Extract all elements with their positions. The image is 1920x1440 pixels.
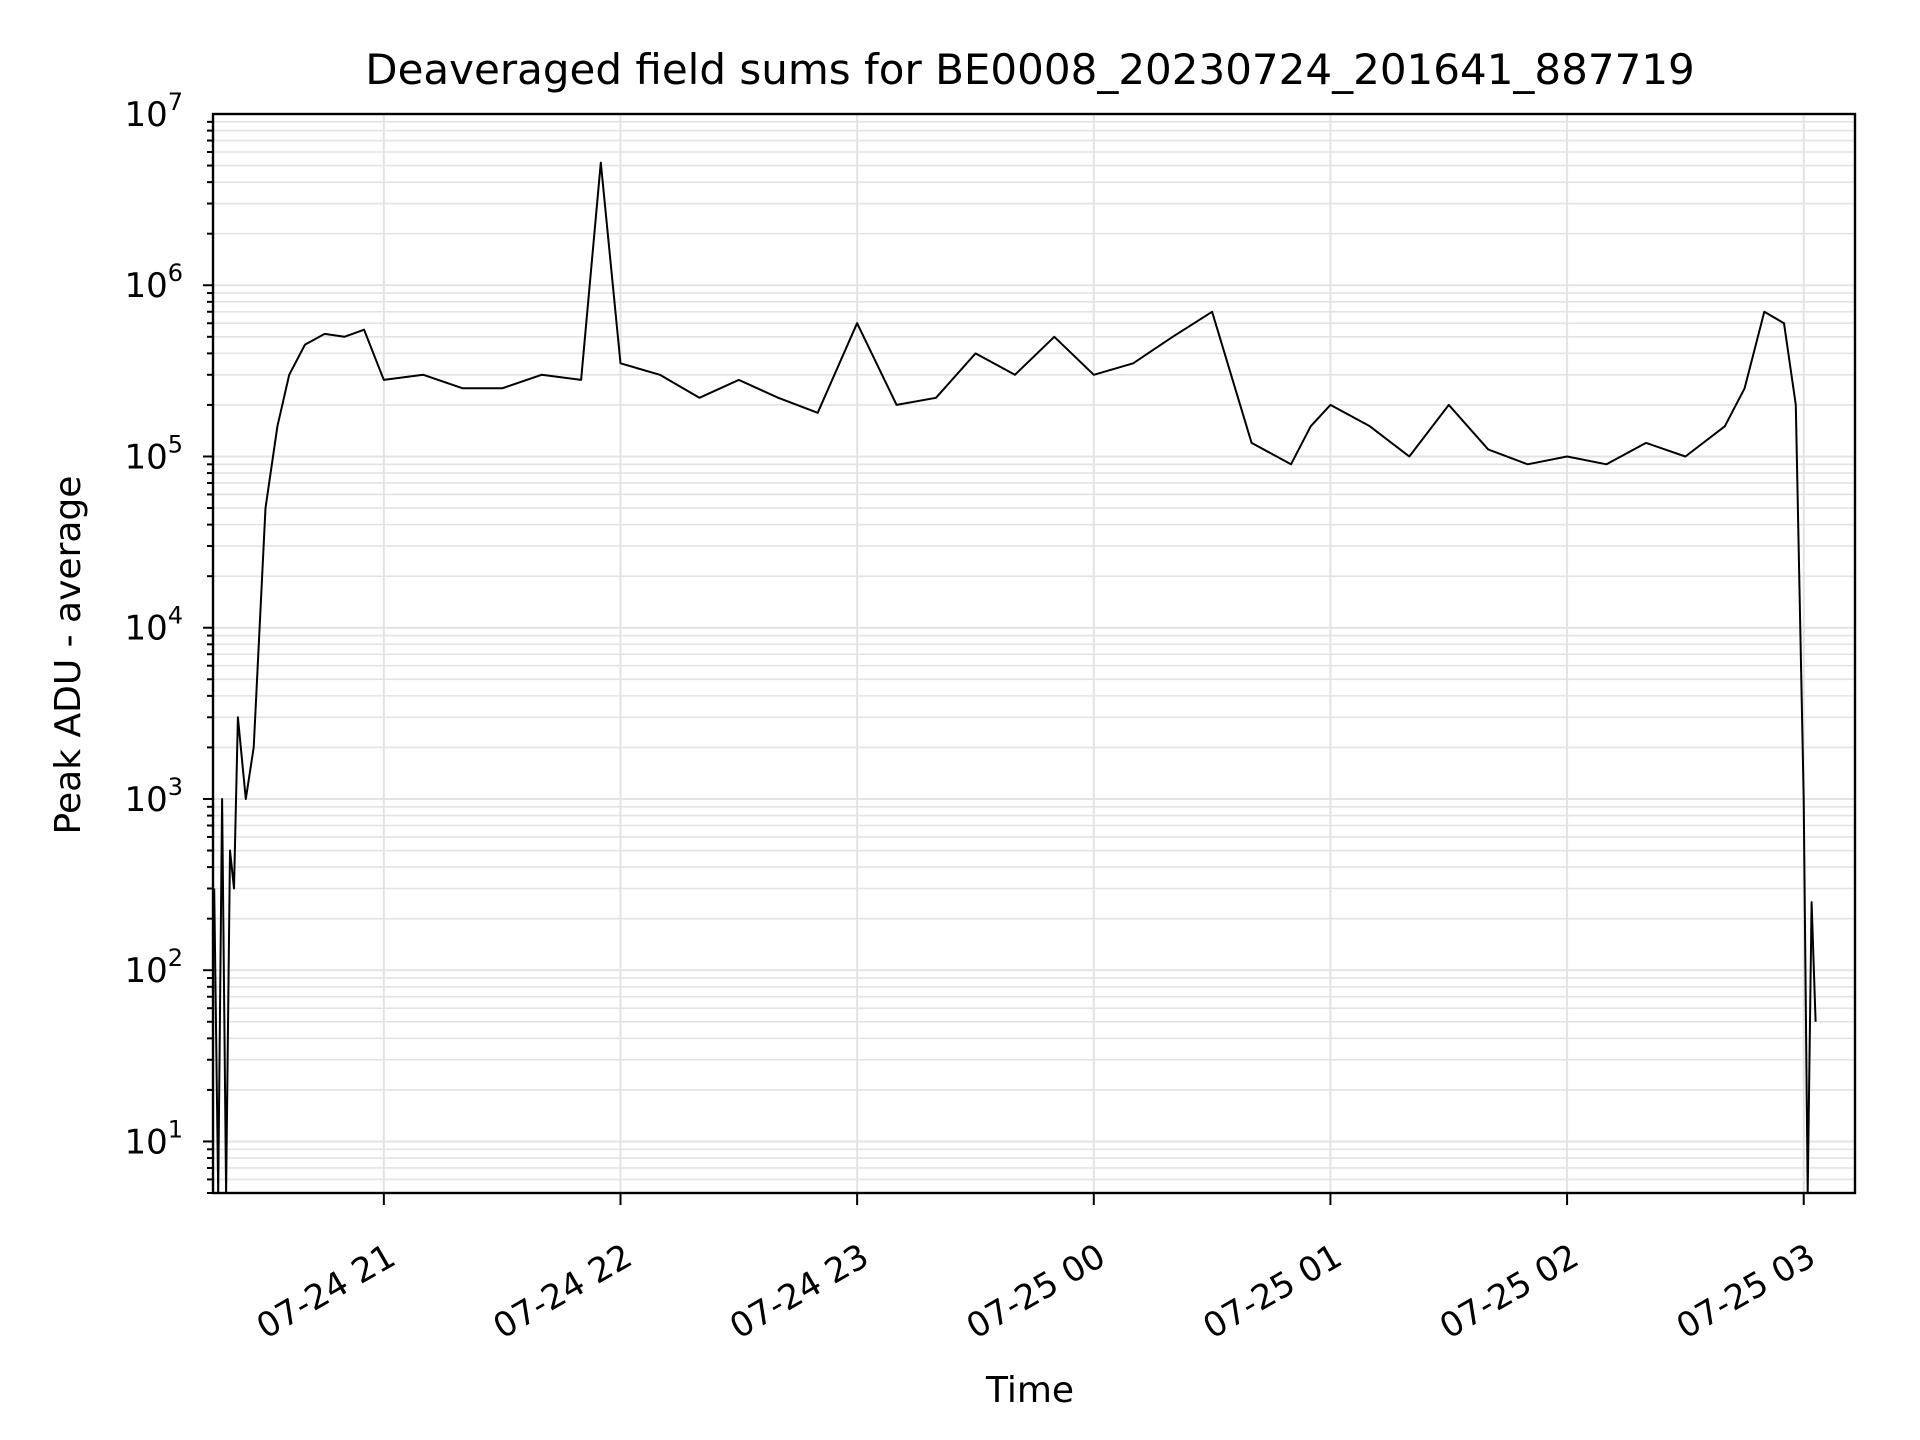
y-tick-label: 107 (124, 88, 183, 135)
series-line (213, 161, 1817, 1194)
y-tick-label: 106 (124, 259, 183, 306)
plot-frame (211, 112, 1857, 1195)
y-tick-label: 102 (124, 944, 183, 991)
y-tick-label: 103 (124, 773, 183, 820)
chart-title: Deaveraged field sums for BE0008_2023072… (365, 45, 1695, 94)
y-tick-label: 104 (124, 602, 183, 649)
x-axis-title: Time (985, 1370, 1074, 1411)
y-axis-title: Peak ADU - average (48, 476, 89, 835)
grid (213, 113, 1855, 1194)
y-tick-label: 101 (124, 1115, 183, 1162)
y-tick-label: 105 (124, 430, 183, 477)
series-layer (213, 161, 1817, 1194)
